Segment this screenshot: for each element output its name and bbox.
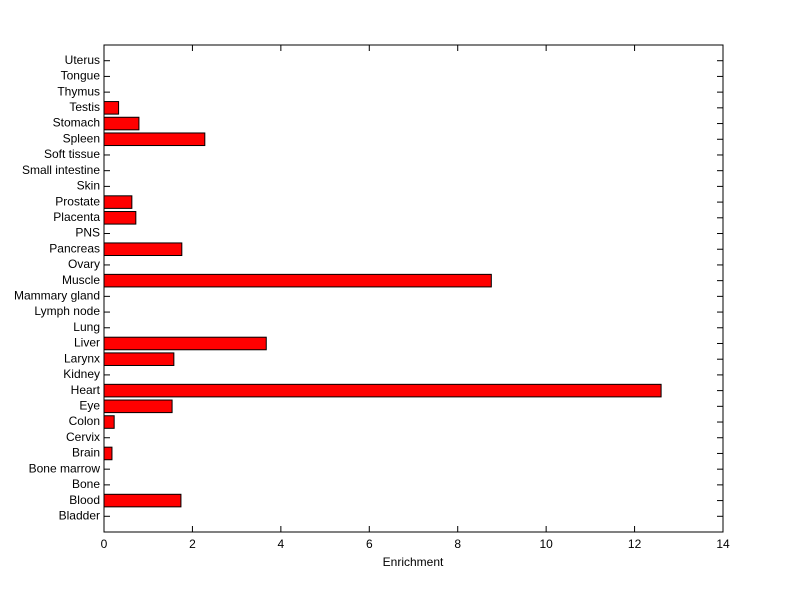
y-tick-label: Testis (69, 100, 100, 114)
y-tick-label: Blood (69, 493, 100, 507)
x-tick-label: 2 (189, 537, 196, 551)
bar (103, 132, 206, 147)
bar (103, 195, 133, 209)
bar (103, 352, 175, 366)
x-tick-label: 4 (278, 537, 285, 551)
y-tick-label: Small intestine (22, 163, 100, 177)
x-tick-label: 12 (628, 537, 642, 551)
y-tick-label: Mammary gland (14, 289, 100, 303)
y-tick-label: Soft tissue (44, 147, 100, 161)
y-tick-label: Spleen (63, 131, 100, 145)
bar (103, 336, 267, 351)
y-tick-label: Brain (72, 446, 100, 460)
y-tick-label: Uterus (65, 53, 100, 67)
y-tick-label: Skin (77, 179, 100, 193)
bar (103, 383, 662, 398)
bar (103, 399, 173, 414)
y-tick-label: Thymus (57, 84, 100, 98)
bar (103, 242, 183, 257)
x-tick-label: 10 (539, 537, 553, 551)
y-tick-label: Muscle (62, 273, 100, 287)
bar (103, 116, 140, 131)
y-tick-label: Kidney (63, 367, 100, 381)
x-tick-label: 6 (366, 537, 373, 551)
plot-frame (103, 44, 724, 533)
y-tick-label: Lung (73, 320, 100, 334)
y-tick-label: Liver (74, 336, 100, 350)
y-tick-label: PNS (75, 226, 100, 240)
x-tick-label: 0 (101, 537, 108, 551)
bar (103, 211, 137, 225)
x-tick-label: 8 (454, 537, 461, 551)
y-tick-label: Ovary (68, 257, 100, 271)
bar (103, 101, 120, 115)
bar (103, 415, 115, 429)
y-tick-label: Pancreas (49, 241, 100, 255)
y-tick-label: Bladder (59, 508, 100, 522)
y-tick-label: Heart (71, 383, 101, 397)
y-tick-label: Stomach (53, 116, 100, 130)
bar (103, 446, 113, 461)
bar (103, 273, 492, 288)
y-tick-label: Bone (72, 477, 100, 491)
y-tick-label: Lymph node (34, 304, 100, 318)
y-tick-label: Eye (79, 398, 100, 412)
x-tick-label: 14 (716, 537, 730, 551)
y-tick-label: Placenta (53, 210, 100, 224)
y-tick-label: Tongue (61, 69, 101, 83)
x-axis-label: Enrichment (383, 555, 444, 569)
y-tick-label: Prostate (55, 194, 100, 208)
bar (103, 493, 182, 508)
y-tick-label: Bone marrow (29, 461, 101, 475)
y-tick-label: Cervix (66, 430, 100, 444)
y-tick-label: Colon (69, 414, 100, 428)
y-tick-label: Larynx (64, 351, 100, 365)
